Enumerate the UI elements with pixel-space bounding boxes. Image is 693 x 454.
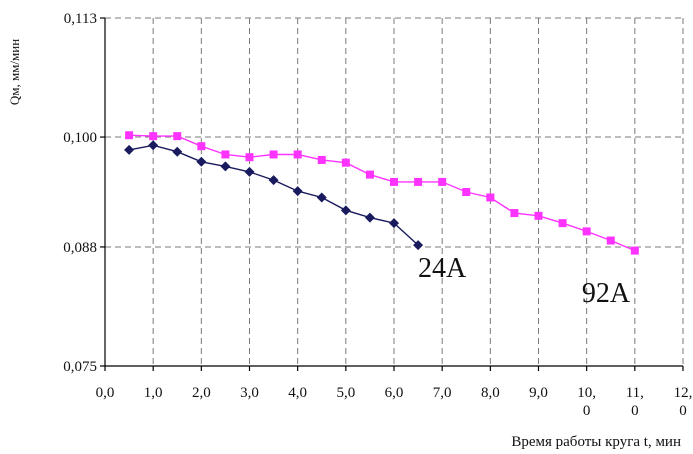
data-point-24a	[196, 156, 207, 167]
data-point-92a	[245, 153, 254, 162]
x-tick-label: 3,0	[240, 385, 259, 401]
data-point-92a	[390, 177, 398, 186]
data-point-24a	[340, 205, 351, 216]
data-point-92a	[149, 132, 158, 141]
data-point-92a	[173, 132, 182, 141]
axes	[100, 17, 684, 371]
data-point-92a	[510, 209, 519, 218]
x-tick-label-line: 0	[679, 403, 687, 419]
tick-labels: 0,075 0,088 0,100 0,113 0,0 1,0 2,0 3,0 4,0 5,0 6,…	[63, 11, 692, 419]
x-tick-label: 5,0	[336, 385, 355, 401]
data-point-92a	[269, 150, 278, 159]
data-point-24a	[292, 186, 303, 197]
data-point-24a	[316, 192, 327, 203]
x-tick-label-line: 11,	[626, 385, 644, 401]
data-point-92a	[630, 246, 639, 255]
y-tick-label: 0,100	[63, 130, 97, 146]
x-tick-label: 11, 0	[626, 385, 644, 419]
x-tick-label: 7,0	[433, 385, 452, 401]
x-tick-label: 6,0	[385, 385, 404, 401]
data-point-92a	[197, 142, 206, 151]
x-tick-label-line: 0,0	[96, 385, 115, 401]
data-point-92a	[221, 150, 230, 159]
data-point-92a	[582, 227, 591, 236]
series-line-92a	[129, 134, 636, 252]
x-tick-label: 9,0	[529, 385, 548, 401]
x-tick-label-line: 0	[631, 403, 639, 419]
x-axis-label: Время работы круга t, мин	[511, 434, 681, 450]
x-tick-label-line: 0	[583, 403, 591, 419]
data-point-24a	[148, 140, 159, 151]
y-tick-label: 0,088	[63, 240, 97, 256]
data-point-24a	[413, 240, 424, 251]
y-tick-label: 0,113	[64, 11, 97, 27]
data-point-92a	[534, 211, 543, 220]
x-tick-label-line: 2,0	[192, 385, 211, 401]
data-point-92a	[341, 158, 350, 167]
x-tick-label-line: 3,0	[240, 385, 259, 401]
x-tick-label: 4,0	[288, 385, 307, 401]
data-point-24a	[244, 166, 255, 177]
data-point-92a	[486, 193, 495, 202]
grid	[105, 17, 684, 366]
x-tick-label-line: 5,0	[336, 385, 355, 401]
x-tick-label: 10, 0	[577, 385, 596, 419]
x-tick-label: 2,0	[192, 385, 211, 401]
series-layer: 24A 92A	[124, 131, 639, 309]
x-tick-label: 8,0	[481, 385, 500, 401]
x-tick-label-line: 6,0	[385, 385, 404, 401]
x-tick-label-line: 4,0	[288, 385, 307, 401]
data-point-92a	[558, 219, 567, 228]
data-point-24a	[364, 212, 375, 223]
x-tick-label: 12, 0	[674, 385, 693, 419]
data-point-24a	[172, 146, 183, 157]
series-line-24a	[128, 144, 419, 246]
x-tick-label-line: 12,	[674, 385, 693, 401]
x-tick-label-line: 10,	[577, 385, 596, 401]
data-point-92a	[438, 177, 447, 186]
y-tick-label: 0,075	[63, 359, 97, 375]
x-tick-label-line: 8,0	[481, 385, 500, 401]
data-point-92a	[606, 236, 615, 245]
x-tick-label-line: 7,0	[433, 385, 452, 401]
x-tick-label-line: 1,0	[144, 385, 163, 401]
data-point-92a	[462, 188, 471, 196]
x-tick-label: 1,0	[144, 385, 163, 401]
data-point-92a	[293, 150, 302, 159]
data-point-24a	[220, 161, 231, 172]
series-annotation: 92A	[582, 278, 631, 309]
data-point-92a	[317, 155, 326, 164]
data-point-92a	[365, 170, 374, 179]
data-point-92a	[125, 131, 134, 140]
x-tick-label-line: 9,0	[529, 385, 548, 401]
y-axis-label: Qм, мм/мин	[7, 39, 22, 105]
data-point-24a	[268, 175, 279, 186]
series-annotation: 24A	[418, 253, 467, 284]
data-point-24a	[389, 218, 399, 229]
x-tick-label: 0,0	[96, 385, 115, 401]
data-point-24a	[124, 144, 135, 155]
data-point-92a	[414, 177, 423, 186]
